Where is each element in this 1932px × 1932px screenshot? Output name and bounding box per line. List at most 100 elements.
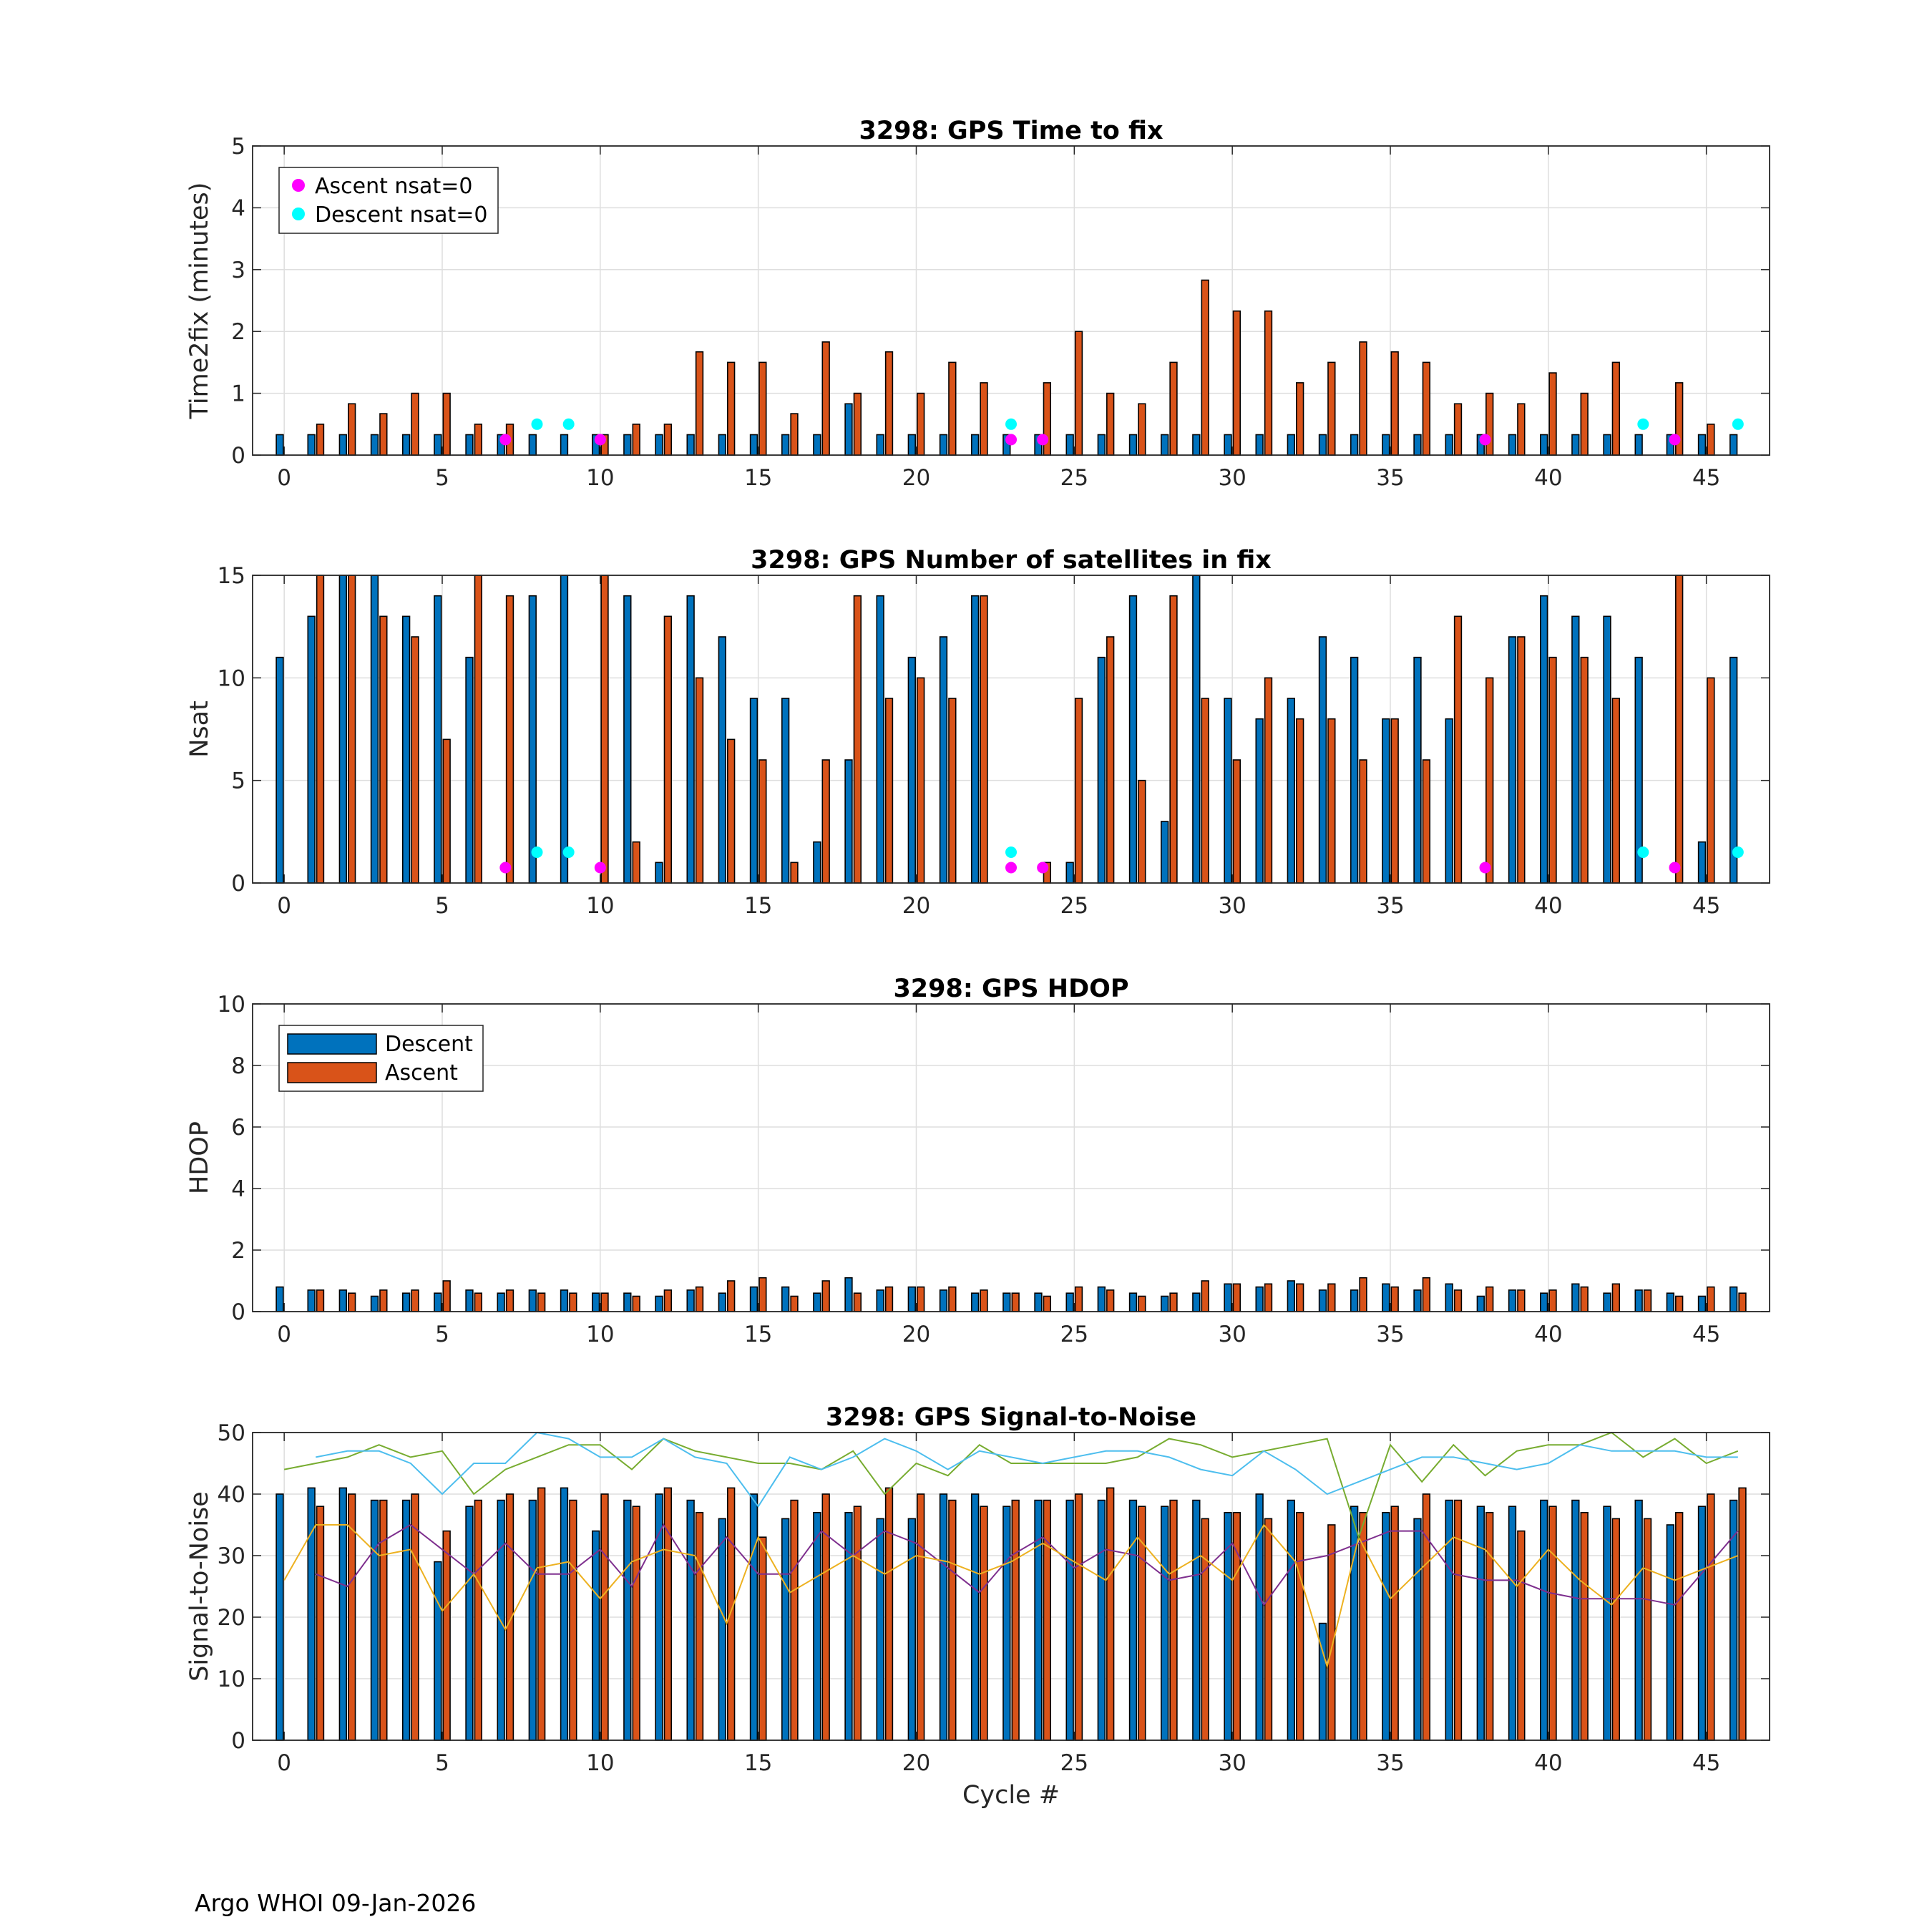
ascent-bar bbox=[316, 1289, 325, 1312]
axes-box bbox=[252, 145, 1770, 456]
ascent-bar bbox=[1453, 615, 1463, 884]
descent-bar bbox=[338, 434, 347, 456]
descent-bar bbox=[1318, 636, 1327, 884]
descent-bar bbox=[465, 1289, 474, 1312]
ascent-bar bbox=[1106, 636, 1115, 884]
footer-text: Argo WHOI 09-Jan-2026 bbox=[195, 1889, 477, 1917]
ascent-nsat0-marker bbox=[1005, 434, 1017, 446]
x-tick-label: 15 bbox=[744, 1322, 772, 1347]
descent-bar bbox=[1065, 434, 1074, 456]
ascent-bar bbox=[1453, 403, 1463, 456]
x-tick-label: 30 bbox=[1218, 465, 1246, 491]
ascent-bar bbox=[727, 1487, 736, 1741]
descent-bar bbox=[844, 759, 853, 884]
descent-bar bbox=[623, 1292, 632, 1312]
axes-box bbox=[252, 1432, 1770, 1741]
x-tick-label: 20 bbox=[902, 465, 930, 491]
x-tick-label: 45 bbox=[1692, 465, 1720, 491]
descent-bar bbox=[1476, 1295, 1485, 1312]
ascent-bar bbox=[348, 575, 356, 884]
descent-bar bbox=[1634, 1499, 1643, 1741]
ascent-bar bbox=[1264, 310, 1273, 456]
x-tick-label: 5 bbox=[435, 1322, 449, 1347]
descent-bar bbox=[749, 1493, 758, 1741]
descent-bar bbox=[686, 1499, 695, 1741]
descent-bar bbox=[1350, 656, 1359, 884]
descent-bar bbox=[1697, 434, 1707, 456]
x-tick-label: 35 bbox=[1376, 1750, 1404, 1776]
descent-bar bbox=[1603, 434, 1611, 456]
x-tick-label: 10 bbox=[586, 465, 614, 491]
descent-bar bbox=[338, 1487, 347, 1741]
ascent-bar bbox=[695, 1286, 704, 1312]
descent-bar bbox=[1192, 434, 1201, 456]
ascent-bar bbox=[1138, 1295, 1146, 1312]
legend-label: Descent nsat=0 bbox=[315, 203, 487, 228]
descent-bar bbox=[465, 1506, 474, 1741]
ascent-bar bbox=[537, 1487, 546, 1741]
panel-2: 0 5 10 15 20 25 30 35 40 45 0 5 10 15 3298: GPS Number… bbox=[185, 546, 1770, 919]
ascent-bar bbox=[1548, 1506, 1557, 1741]
descent-nsat0-marker bbox=[1005, 418, 1017, 430]
ascent-bar bbox=[917, 392, 925, 456]
ascent-bar bbox=[1485, 677, 1494, 884]
snr-line-1 bbox=[315, 1523, 1739, 1606]
descent-bar bbox=[528, 434, 537, 456]
ascent-bar bbox=[1611, 698, 1621, 884]
ascent-bar bbox=[474, 1292, 483, 1312]
panel-4: 0 5 10 15 20 25 30 35 40 45 0 10 20 30 40 50 3298: GPS S… bbox=[185, 1403, 1770, 1810]
descent-bar bbox=[1508, 434, 1517, 456]
descent-bar bbox=[1002, 1506, 1011, 1741]
ascent-bar bbox=[632, 1506, 640, 1741]
ascent-bar bbox=[727, 361, 736, 456]
descent-bar bbox=[1255, 434, 1264, 456]
snr-line-3 bbox=[284, 1431, 1739, 1540]
descent-nsat0-marker bbox=[531, 418, 543, 430]
legend: Descent Ascent bbox=[278, 1025, 484, 1092]
ascent-bar bbox=[505, 1289, 514, 1312]
y-tick-label: 5 bbox=[231, 134, 245, 160]
descent-bar bbox=[1160, 821, 1169, 884]
ascent-bar bbox=[1517, 636, 1526, 884]
descent-bar bbox=[1603, 1292, 1611, 1312]
y-axis-label: Nsat bbox=[185, 701, 214, 758]
descent-bar bbox=[907, 656, 916, 884]
descent-bar bbox=[1697, 841, 1707, 884]
ascent-nsat0-marker bbox=[1669, 434, 1681, 446]
descent-bar bbox=[876, 1289, 884, 1312]
descent-bar bbox=[1634, 434, 1643, 456]
ascent-bar bbox=[1201, 1518, 1209, 1741]
descent-bar bbox=[307, 1289, 316, 1312]
descent-bar bbox=[1034, 1499, 1043, 1741]
descent-bar bbox=[970, 1493, 980, 1741]
ascent-bar bbox=[1485, 1512, 1494, 1741]
ascent-bar bbox=[600, 1292, 609, 1312]
ascent-nsat0-marker bbox=[1479, 434, 1491, 446]
ascent-bar bbox=[348, 1292, 356, 1312]
descent-bar bbox=[370, 1499, 379, 1741]
ascent-nsat0-marker bbox=[1669, 862, 1681, 874]
descent-bar bbox=[939, 434, 948, 456]
ascent-bar bbox=[821, 759, 830, 884]
descent-bar bbox=[1160, 1506, 1169, 1741]
ascent-bar bbox=[1611, 1518, 1621, 1741]
descent-bar bbox=[1065, 1292, 1074, 1312]
plot-area bbox=[253, 146, 1770, 455]
ascent-bar bbox=[1611, 361, 1621, 456]
descent-bar bbox=[560, 1487, 569, 1741]
ascent-bar bbox=[821, 341, 830, 456]
ascent-bar bbox=[379, 1289, 388, 1312]
ascent-bar bbox=[1517, 403, 1526, 456]
ascent-nsat0-marker bbox=[1037, 434, 1049, 446]
x-tick-label: 25 bbox=[1060, 1750, 1088, 1776]
descent-bar bbox=[813, 841, 821, 884]
descent-bar bbox=[1318, 1622, 1327, 1741]
ascent-bar bbox=[980, 595, 988, 884]
ascent-bar bbox=[1264, 1283, 1273, 1312]
descent-bar bbox=[1350, 434, 1359, 456]
descent-marker-swatch bbox=[292, 208, 305, 220]
ascent-bar bbox=[1485, 392, 1494, 456]
ascent-nsat0-marker bbox=[1005, 862, 1017, 874]
x-tick-label: 20 bbox=[902, 893, 930, 919]
y-tick-label: 10 bbox=[218, 992, 245, 1018]
